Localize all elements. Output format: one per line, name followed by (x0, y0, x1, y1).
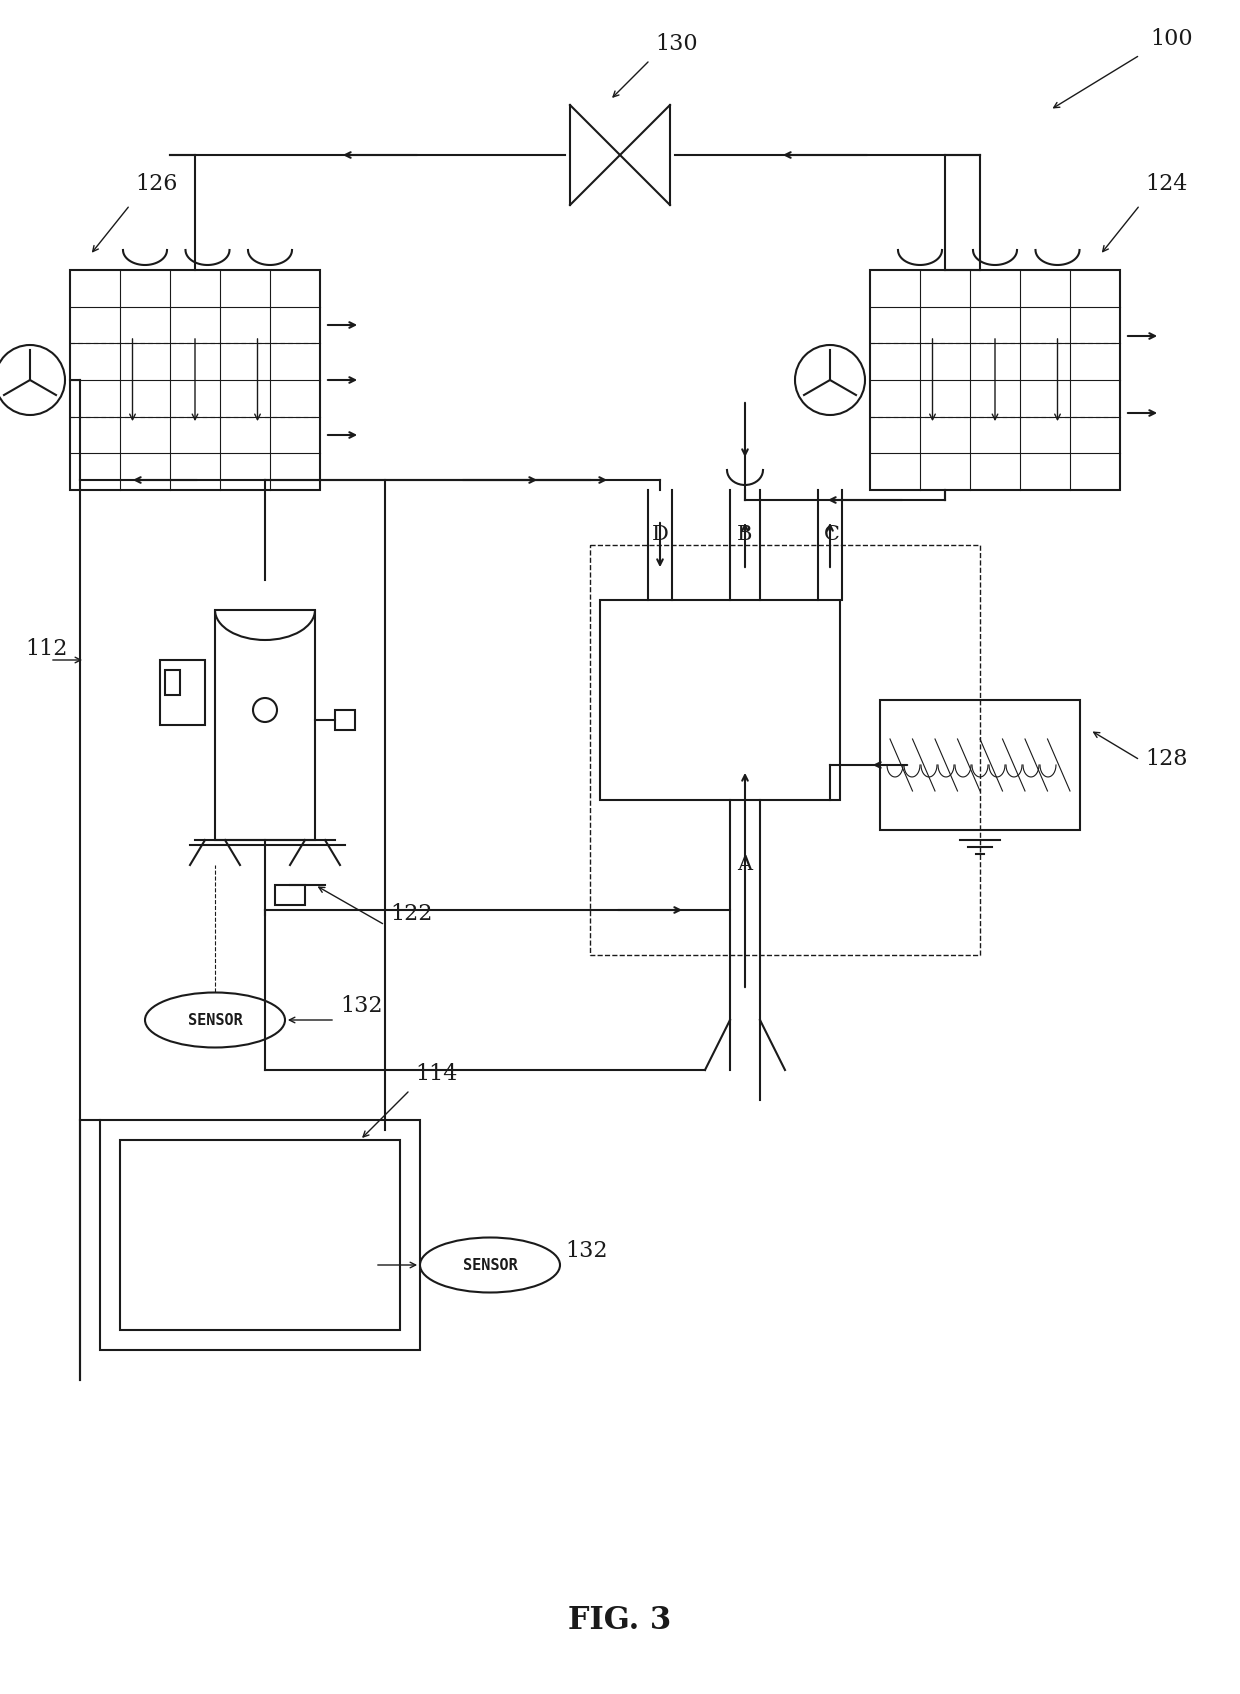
Text: 130: 130 (655, 32, 698, 54)
Text: C: C (825, 525, 839, 544)
Bar (600, 600, 839, 800)
Bar (335, 710, 355, 730)
Text: 132: 132 (340, 994, 382, 1016)
Bar (120, 1140, 401, 1330)
Text: FIG. 3: FIG. 3 (568, 1604, 672, 1635)
Bar (870, 269, 1120, 490)
Text: 124: 124 (1145, 173, 1188, 195)
Text: 114: 114 (415, 1064, 458, 1084)
Ellipse shape (420, 1238, 560, 1293)
Bar (215, 610, 315, 840)
Text: 132: 132 (565, 1240, 608, 1262)
Bar (160, 661, 205, 725)
Text: SENSOR: SENSOR (463, 1257, 517, 1272)
Text: 112: 112 (25, 639, 67, 661)
Bar (69, 269, 320, 490)
Text: D: D (652, 525, 668, 544)
Text: 126: 126 (135, 173, 177, 195)
Ellipse shape (145, 993, 285, 1047)
Bar (590, 545, 980, 955)
Text: B: B (737, 525, 753, 544)
Bar (880, 700, 1080, 830)
Text: A: A (737, 855, 753, 874)
Text: 122: 122 (391, 903, 433, 925)
Text: 100: 100 (1149, 29, 1193, 51)
Bar (275, 884, 305, 905)
Bar (165, 671, 180, 695)
Text: 128: 128 (1145, 749, 1188, 771)
Text: SENSOR: SENSOR (187, 1013, 242, 1028)
Bar (100, 1120, 420, 1350)
